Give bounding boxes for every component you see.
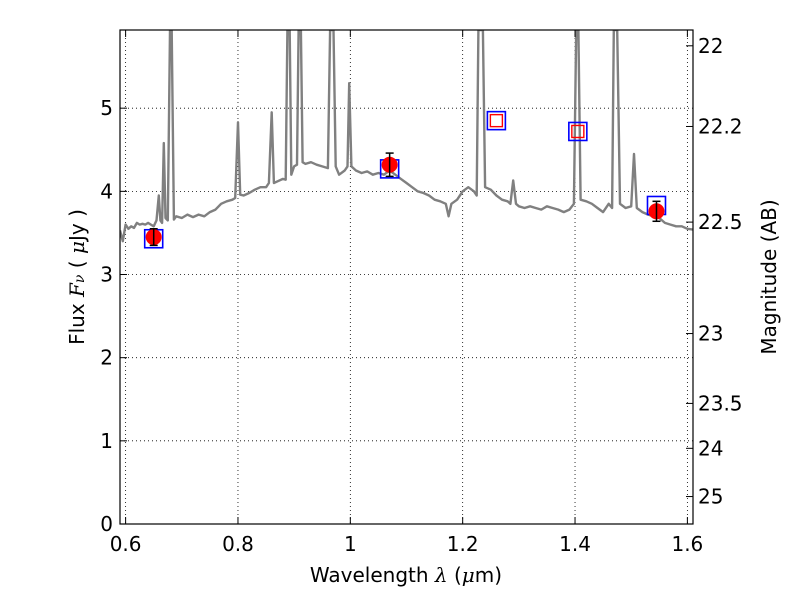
x-axis-title: Wavelength λ (μm) [310, 563, 502, 587]
synthetic-flux-square [571, 124, 585, 139]
synthetic-flux-square [489, 113, 504, 128]
model-spectrum-line [120, 30, 693, 243]
y-tick-label: 4 [100, 179, 113, 203]
y-tick-label: 3 [100, 263, 113, 287]
model-flux-square [486, 110, 507, 131]
x-tick-label: 1.4 [559, 532, 591, 556]
x-tick-label: 0.6 [110, 532, 142, 556]
y-tick-label: 2 [100, 346, 113, 370]
x-tick-label: 1.6 [671, 532, 703, 556]
model-flux-square [568, 121, 588, 142]
plot-frame [119, 29, 694, 525]
axis-ticks: 0.6 0.8 1 1.2 1.4 1.60123452222.222.52323.524… [100, 30, 743, 556]
y2-tick-label: 25 [698, 485, 723, 509]
y2-tick-label: 22.2 [698, 114, 743, 138]
y-tick-label: 5 [100, 96, 113, 120]
y2-tick-label: 24 [698, 436, 723, 460]
y-tick-label: 1 [100, 429, 113, 453]
x-tick-label: 1 [344, 532, 357, 556]
x-tick-label: 0.8 [222, 532, 254, 556]
y-tick-label: 0 [100, 512, 113, 536]
grid-lines [120, 30, 693, 525]
plot-area [120, 30, 693, 249]
secondary-y-axis-title: Magnitude (AB) [757, 199, 781, 354]
y-axis-title: Flux Fν ( μJy ) [65, 209, 89, 345]
y2-tick-label: 23.5 [698, 391, 743, 415]
x-tick-label: 1.2 [447, 532, 479, 556]
photometry-markers [143, 110, 667, 249]
y2-tick-label: 22 [698, 34, 723, 58]
y2-tick-label: 23 [698, 322, 723, 346]
y2-tick-label: 22.5 [698, 210, 743, 234]
